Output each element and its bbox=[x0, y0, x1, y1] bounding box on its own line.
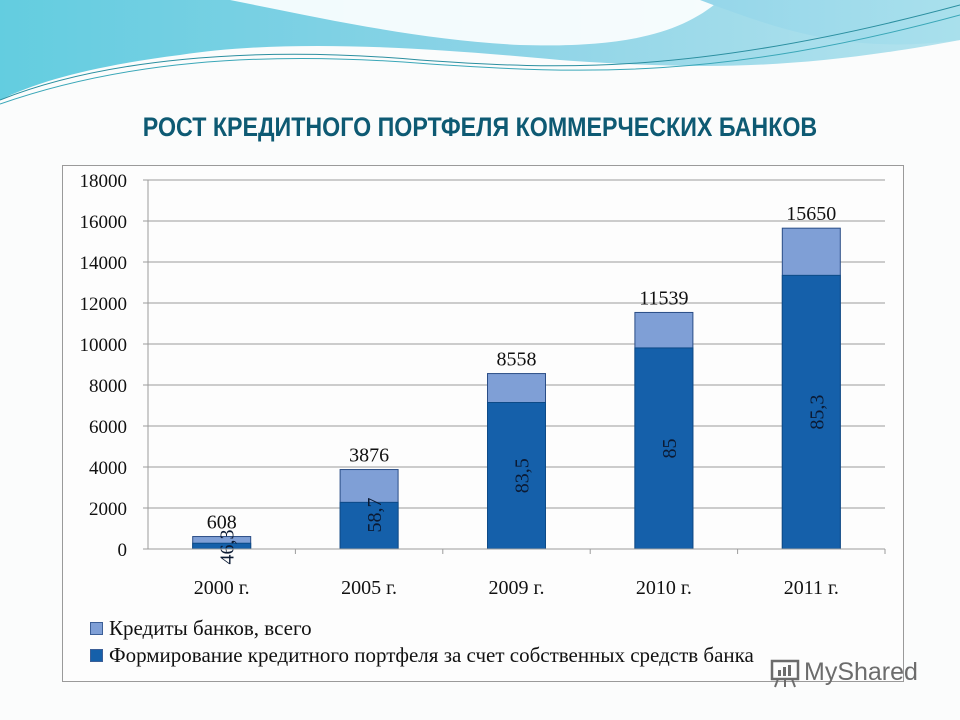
y-tick-label: 18000 bbox=[80, 171, 128, 192]
bar-percent-label: 58,7 bbox=[364, 498, 386, 533]
y-tick-label: 16000 bbox=[80, 212, 128, 233]
x-category-label: 2011 г. bbox=[784, 577, 839, 599]
y-tick-label: 10000 bbox=[80, 335, 128, 356]
legend-swatch-light bbox=[90, 622, 103, 635]
y-tick-label: 14000 bbox=[80, 253, 128, 274]
bar-value-label: 608 bbox=[207, 512, 237, 534]
bar-value-label: 15650 bbox=[786, 203, 836, 225]
chart-frame bbox=[62, 165, 904, 682]
legend-item-total-credits: Кредиты банков, всего bbox=[90, 615, 754, 642]
bar-value-label: 8558 bbox=[497, 349, 537, 371]
slide-title: РОСТ КРЕДИТНОГО ПОРТФЕЛЯ КОММЕРЧЕСКИХ БА… bbox=[142, 112, 818, 142]
legend-item-own-funds: Формирование кредитного портфеля за счет… bbox=[90, 642, 754, 669]
x-category-label: 2010 г. bbox=[636, 577, 692, 599]
bar-percent-label: 46,3 bbox=[217, 530, 239, 565]
background-wave-decoration bbox=[0, 0, 960, 105]
bar-own-funds bbox=[634, 347, 694, 550]
presentation-board-icon bbox=[770, 659, 800, 688]
bar-own-funds bbox=[781, 274, 841, 550]
y-tick-label: 4000 bbox=[89, 458, 127, 479]
watermark: MyShared bbox=[770, 655, 918, 689]
x-category-label: 2005 г. bbox=[341, 577, 397, 599]
chart-legend: Кредиты банков, всего Формирование креди… bbox=[90, 615, 754, 669]
x-category-label: 2000 г. bbox=[194, 577, 250, 599]
bar-value-label: 3876 bbox=[349, 445, 389, 467]
bar-percent-label: 85 bbox=[659, 438, 681, 458]
y-tick-label: 6000 bbox=[89, 417, 127, 438]
legend-label: Формирование кредитного портфеля за счет… bbox=[109, 643, 754, 667]
y-tick-label: 12000 bbox=[80, 294, 128, 315]
legend-label: Кредиты банков, всего bbox=[109, 616, 312, 640]
y-tick-label: 2000 bbox=[89, 499, 127, 520]
watermark-text: MyShared bbox=[804, 657, 918, 686]
bar-percent-label: 83,5 bbox=[512, 458, 534, 493]
y-tick-label: 8000 bbox=[89, 376, 127, 397]
bar-own-funds bbox=[487, 402, 546, 550]
bar-percent-label: 85,3 bbox=[806, 395, 828, 430]
legend-swatch-dark bbox=[90, 649, 103, 662]
x-category-label: 2009 г. bbox=[489, 577, 545, 599]
bar-own-funds bbox=[339, 501, 399, 550]
bar-value-label: 11539 bbox=[639, 287, 688, 309]
y-tick-label: 0 bbox=[118, 540, 128, 561]
